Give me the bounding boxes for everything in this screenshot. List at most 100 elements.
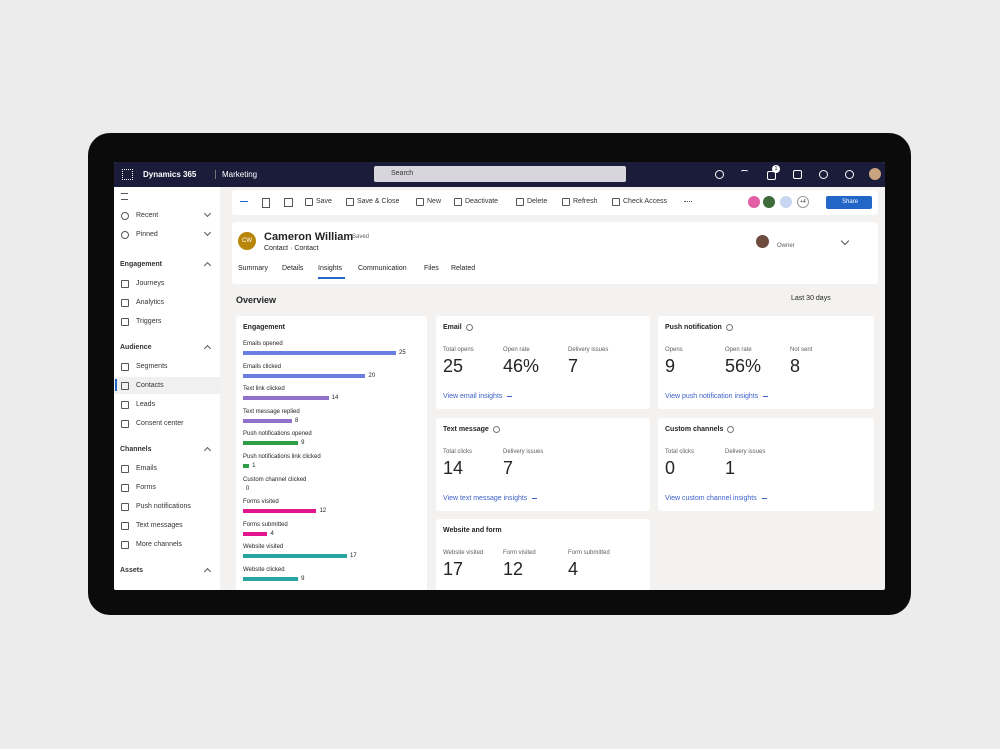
bar-value: 0 — [246, 485, 250, 492]
insight-card: Email Total opens 25 Open rate 46% Delivery i… — [436, 316, 650, 409]
record-type[interactable]: Contact · Contact — [264, 245, 319, 252]
expand-icon[interactable] — [840, 236, 850, 246]
stat-value: 7 — [568, 356, 579, 376]
link-arrow — [763, 396, 768, 397]
insights-link[interactable]: View custom channel insights — [665, 495, 757, 502]
selected-item — [114, 377, 220, 394]
chevron[interactable] — [203, 344, 212, 353]
bar-value: 14 — [331, 395, 339, 402]
bar-value: 17 — [350, 553, 357, 560]
nav-item[interactable]: Segments — [136, 363, 168, 370]
chevron[interactable] — [203, 228, 212, 237]
avatar[interactable] — [780, 196, 792, 208]
insight-card: Push notification Opens 9 Open rate 56% Not s… — [658, 316, 874, 409]
insights-link[interactable]: View email insights — [443, 393, 503, 400]
nav-item[interactable]: Analytics — [136, 299, 165, 306]
app-launcher[interactable] — [122, 169, 133, 180]
tab[interactable]: Communication — [358, 265, 407, 272]
info-icon[interactable] — [493, 426, 500, 433]
icon[interactable] — [819, 170, 828, 179]
tab[interactable]: Related — [451, 265, 476, 272]
nav-item[interactable]: Push notifications — [136, 503, 191, 510]
back-button[interactable] — [240, 201, 248, 202]
stat-value: 4 — [568, 559, 579, 579]
share-button[interactable]: Share — [826, 196, 872, 209]
chevron[interactable] — [203, 446, 212, 455]
more-actions[interactable] — [684, 201, 692, 202]
menu-icon — [121, 193, 128, 200]
icon[interactable] — [845, 170, 854, 179]
insight-card: Text message Total clicks 14 Delivery issue… — [436, 418, 650, 511]
nav-item[interactable]: Forms — [136, 484, 156, 491]
nav-item[interactable]: Pinned — [136, 231, 158, 238]
info-icon[interactable] — [726, 324, 733, 331]
action-button[interactable]: Deactivate — [465, 198, 499, 205]
tab[interactable]: Files — [424, 265, 439, 272]
action-button[interactable]: Save & Close — [357, 198, 400, 205]
area-name: Marketing — [215, 170, 257, 179]
action-button[interactable]: Delete — [527, 198, 548, 205]
stat-label: Delivery issues — [503, 449, 544, 455]
icon[interactable] — [262, 198, 270, 208]
icon[interactable] — [741, 170, 748, 178]
stat-value: 14 — [443, 458, 464, 478]
icon[interactable] — [284, 198, 293, 207]
nav-item[interactable]: Journeys — [136, 280, 165, 287]
date-range[interactable]: Last 30 days — [791, 295, 831, 302]
tab[interactable]: Details — [282, 265, 304, 272]
nav-group[interactable]: Audience — [120, 344, 152, 351]
nav-icon — [121, 522, 129, 530]
bar-label: Website visited — [243, 544, 284, 551]
bell-icon[interactable] — [767, 171, 776, 180]
search-box[interactable]: Search — [374, 166, 626, 182]
action-button[interactable]: Check Access — [623, 198, 667, 205]
action-icon — [346, 198, 354, 206]
nav-item[interactable]: Leads — [136, 401, 156, 408]
action-icon — [416, 198, 424, 206]
tab[interactable]: Summary — [238, 265, 268, 272]
action-button[interactable]: New — [427, 198, 442, 205]
chevron[interactable] — [203, 209, 212, 218]
card-title: Text message — [443, 426, 489, 433]
bar — [243, 464, 250, 468]
insights-link[interactable]: View text message insights — [443, 495, 528, 502]
nav-item[interactable]: Consent center — [136, 420, 184, 427]
nav-item[interactable]: Emails — [136, 465, 158, 472]
card-title: Website and form — [443, 527, 502, 534]
action-button[interactable]: Refresh — [573, 198, 598, 205]
stat-label: Total clicks — [665, 449, 695, 455]
bar — [243, 554, 348, 559]
user-avatar[interactable] — [869, 168, 881, 180]
record-status: Saved — [352, 234, 370, 240]
action-icon — [562, 198, 570, 206]
stat-value: 17 — [443, 559, 464, 579]
bar-label: Text link clicked — [243, 386, 285, 393]
nav-group[interactable]: Assets — [120, 567, 143, 574]
avatar[interactable] — [748, 196, 760, 208]
bar — [243, 418, 292, 423]
nav-item[interactable]: Triggers — [136, 318, 162, 325]
nav-item[interactable]: More channels — [136, 541, 182, 548]
icon[interactable] — [715, 170, 724, 179]
nav-group[interactable]: Engagement — [120, 261, 163, 268]
nav-item[interactable]: Text messages — [136, 522, 183, 529]
action-button[interactable]: Save — [316, 198, 332, 205]
info-icon[interactable] — [727, 426, 734, 433]
nav-icon — [121, 382, 129, 390]
insights-link[interactable]: View push notification insights — [665, 393, 759, 400]
stat-label: Not sent — [790, 347, 813, 353]
chevron[interactable] — [203, 261, 212, 270]
chevron[interactable] — [203, 567, 212, 576]
icon[interactable] — [793, 170, 802, 179]
nav-item[interactable]: Recent — [136, 212, 159, 219]
info-icon[interactable] — [466, 324, 473, 331]
bar-value: 9 — [301, 440, 305, 447]
nav-group[interactable]: Channels — [120, 446, 152, 453]
stat-value: 25 — [443, 356, 464, 376]
avatar[interactable] — [763, 196, 775, 208]
tab[interactable]: Insights — [318, 265, 343, 272]
top-bar: Dynamics 365 Marketing Search 1 — [114, 162, 885, 187]
more-people[interactable]: +4 — [797, 196, 809, 208]
app-name[interactable]: Dynamics 365 — [143, 170, 197, 179]
nav-item[interactable]: Contacts — [136, 382, 164, 389]
